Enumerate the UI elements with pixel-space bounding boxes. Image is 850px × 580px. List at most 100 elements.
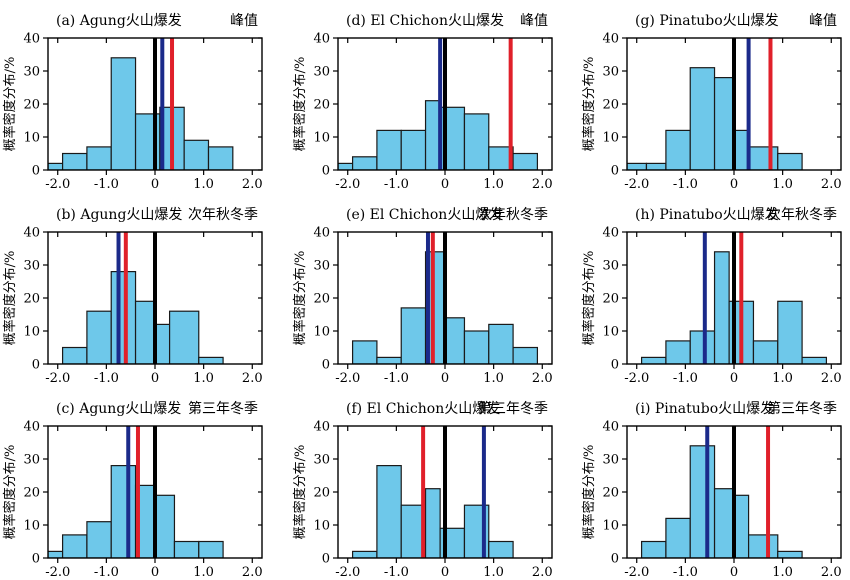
histogram-bar xyxy=(424,100,441,170)
y-tick-label: 0 xyxy=(32,552,40,567)
y-axis-label: 概率密度分布/% xyxy=(2,57,18,152)
x-tick-label: 2.0 xyxy=(532,565,553,580)
y-tick-label: 0 xyxy=(611,164,619,179)
panel-a: -2.0 -1.0 0 1.0 2.0 0 10 20 30 40 概率密度分布/% (a) Agun… xyxy=(2,13,263,192)
y-axis-label: 概率密度分布/% xyxy=(292,57,308,152)
panel-period-label: 峰值 xyxy=(520,13,548,29)
x-tick-label: 1.0 xyxy=(193,371,214,386)
x-tick-label: -1.0 xyxy=(673,177,698,192)
panel-period-label: 峰值 xyxy=(230,13,258,29)
x-tick-label: 2.0 xyxy=(242,177,263,192)
x-tick-label: 1.0 xyxy=(483,177,504,192)
y-tick-label: 0 xyxy=(322,164,330,179)
x-tick-label: -1.0 xyxy=(673,565,698,580)
y-tick-label: 10 xyxy=(23,131,40,146)
y-axis-label: 概率密度分布/% xyxy=(2,445,18,540)
histogram-bar xyxy=(665,517,691,558)
y-tick-label: 20 xyxy=(313,292,330,307)
histogram-bar xyxy=(86,310,112,364)
y-tick-label: 20 xyxy=(313,98,330,113)
panel-c: -2.0 -1.0 0 1.0 2.0 0 10 20 30 40 概率密度分布/% (c) Agun… xyxy=(2,400,263,580)
y-tick-label: 40 xyxy=(313,226,330,241)
histogram-bar xyxy=(86,146,112,170)
plot-area-c xyxy=(48,426,224,558)
panel-period-label: 第三年冬季 xyxy=(767,400,837,417)
plot-area-b xyxy=(61,232,224,364)
panel-title: (f) El Chichon火山爆发 xyxy=(346,401,500,417)
histogram-bar xyxy=(376,129,402,170)
y-tick-label: 20 xyxy=(23,98,40,113)
histogram-bar xyxy=(689,67,716,170)
y-tick-label: 40 xyxy=(602,226,619,241)
histogram-bar xyxy=(777,152,803,170)
panel-period-label: 次年秋冬季 xyxy=(478,207,548,223)
y-tick-label: 20 xyxy=(23,486,40,501)
histogram-bar xyxy=(424,488,441,558)
y-tick-label: 30 xyxy=(602,65,619,80)
y-tick-label: 20 xyxy=(602,486,619,501)
x-tick-label: 1.0 xyxy=(483,371,504,386)
histogram-bar xyxy=(351,156,378,170)
x-tick-label: 0 xyxy=(730,371,738,386)
x-tick-label: -2.0 xyxy=(624,371,649,386)
x-tick-label: 2.0 xyxy=(242,371,263,386)
histogram-bar xyxy=(351,550,378,558)
histogram-bar xyxy=(400,307,427,364)
histogram-bar xyxy=(198,356,224,364)
x-tick-label: 2.0 xyxy=(821,177,842,192)
x-tick-label: 2.0 xyxy=(821,371,842,386)
x-tick-label: 1.0 xyxy=(772,565,793,580)
x-tick-label: -1.0 xyxy=(384,565,409,580)
histogram-bar xyxy=(207,146,234,170)
histogram-bar xyxy=(689,330,716,364)
x-tick-label: 1.0 xyxy=(193,565,214,580)
histogram-bar xyxy=(110,57,137,170)
histogram-bar xyxy=(173,540,200,558)
panel-title: (g) Pinatubo火山爆发 xyxy=(635,13,779,29)
panel-title: (a) Agung火山爆发 xyxy=(56,13,182,29)
panel-title: (i) Pinatubo火山爆发 xyxy=(635,401,774,417)
y-tick-label: 30 xyxy=(313,259,330,274)
histogram-bar xyxy=(61,152,88,170)
x-tick-label: -1.0 xyxy=(94,177,119,192)
y-axis-label: 概率密度分布/% xyxy=(581,445,597,540)
panel-d: -2.0 -1.0 0 1.0 2.0 0 10 20 30 40 概率密度分布/% (d) El C… xyxy=(292,13,553,192)
panel-g: -2.0 -1.0 0 1.0 2.0 0 10 20 30 40 概率密度分布/% (g) Pina… xyxy=(581,13,842,192)
panel-b: -2.0 -1.0 0 1.0 2.0 0 10 20 30 40 概率密度分布/% (b) Agun… xyxy=(2,207,263,386)
x-tick-label: 2.0 xyxy=(532,371,553,386)
plot-area-d xyxy=(338,38,539,170)
histogram-bar xyxy=(713,251,730,364)
y-tick-label: 20 xyxy=(313,486,330,501)
histogram-bar xyxy=(463,330,490,364)
histogram-bar xyxy=(689,445,716,558)
histogram-bar xyxy=(512,152,539,170)
histogram-bar xyxy=(665,340,691,364)
plot-area-e xyxy=(351,232,539,364)
panel-title: (b) Agung火山爆发 xyxy=(56,207,182,223)
panel-title: (e) El Chichon火山爆发 xyxy=(346,207,503,223)
x-tick-label: 1.0 xyxy=(772,371,793,386)
panel-title: (h) Pinatubo火山爆发 xyxy=(635,207,779,223)
y-tick-label: 10 xyxy=(602,131,619,146)
x-tick-label: 0 xyxy=(441,565,449,580)
x-tick-label: 1.0 xyxy=(483,565,504,580)
x-tick-label: -2.0 xyxy=(45,177,70,192)
histogram-bar xyxy=(777,550,803,558)
histogram-bar xyxy=(61,534,88,558)
histogram-bar xyxy=(640,540,667,558)
histogram-bar xyxy=(48,162,64,170)
y-tick-label: 30 xyxy=(602,453,619,468)
histogram-bar xyxy=(168,310,200,364)
histogram-bar xyxy=(61,346,88,364)
x-tick-label: -1.0 xyxy=(384,371,409,386)
x-tick-label: -2.0 xyxy=(45,565,70,580)
histogram-bar xyxy=(48,550,64,558)
y-axis-label: 概率密度分布/% xyxy=(2,251,18,346)
x-tick-label: 0 xyxy=(151,177,159,192)
y-tick-label: 0 xyxy=(322,358,330,373)
x-tick-label: 0 xyxy=(151,371,159,386)
y-tick-label: 40 xyxy=(602,420,619,435)
plot-area-i xyxy=(640,426,803,558)
histogram-bar xyxy=(640,356,667,364)
histogram-bar xyxy=(86,521,112,558)
